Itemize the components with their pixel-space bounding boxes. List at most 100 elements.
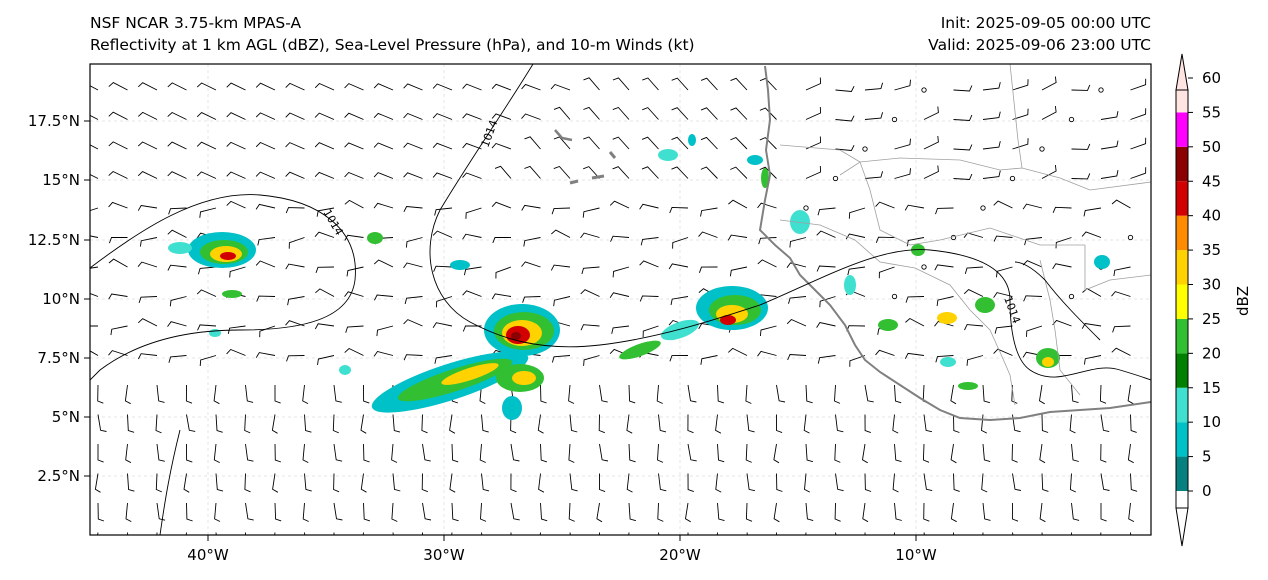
wind-barb	[138, 296, 158, 304]
wind-barb	[804, 473, 811, 493]
wind-barb	[581, 266, 600, 275]
wind-barb	[492, 236, 512, 244]
colorbar-tick-15: 15	[1202, 379, 1221, 397]
wind-barb	[462, 325, 482, 332]
lat-tick-10: 10°N	[42, 290, 80, 308]
colorbar-extend-low	[1175, 507, 1189, 547]
lon-tick-10w: 10°W	[895, 546, 937, 564]
wind-barb	[1082, 288, 1102, 297]
wind-barb	[363, 384, 370, 404]
wind-barb	[108, 170, 128, 179]
wind-barb	[1071, 84, 1091, 91]
wind-barb	[658, 473, 667, 492]
wind-barb	[1071, 173, 1091, 180]
wind-barb	[127, 414, 135, 433]
refl-north-cell-6	[367, 232, 383, 244]
wind-barb	[700, 107, 718, 120]
wind-barb	[494, 165, 512, 179]
wind-barb	[982, 111, 1001, 120]
wind-barb	[110, 325, 128, 336]
wind-barb	[596, 502, 603, 523]
wind-barb	[274, 385, 281, 404]
wind-barb	[776, 384, 786, 403]
wind-barb	[302, 502, 309, 522]
wind-barb	[521, 113, 541, 120]
wind-barb	[213, 384, 220, 405]
wind-barb	[641, 166, 659, 179]
wind-barb	[449, 473, 456, 493]
wind-barb	[403, 206, 423, 213]
wind-barb	[462, 290, 482, 297]
refl-africa-9	[844, 275, 856, 295]
wind-barb	[521, 83, 541, 91]
border-mauritania	[859, 161, 911, 246]
wind-barb	[167, 111, 187, 120]
wind-barb	[435, 296, 453, 308]
wind-barb	[403, 112, 423, 120]
wind-barb	[817, 355, 836, 364]
wind-barb	[167, 141, 187, 150]
wind-barb	[1071, 384, 1079, 404]
wind-barb	[642, 77, 659, 91]
wind-barb	[835, 85, 855, 92]
wind-barb	[226, 200, 246, 209]
refl-band-south	[502, 396, 522, 420]
wind-barb	[1071, 443, 1079, 462]
wind-barb	[462, 142, 482, 150]
wind-barb	[609, 200, 630, 209]
wind-barb	[255, 141, 276, 150]
wind-barb	[333, 502, 343, 521]
wind-barb	[540, 502, 548, 522]
lat-tick-17-5: 17.5°N	[28, 112, 80, 130]
wind-barb	[553, 106, 571, 120]
wind-barb	[196, 171, 217, 179]
wind-barb	[1041, 76, 1057, 91]
wind-barb	[314, 112, 335, 120]
wind-barb	[479, 443, 486, 463]
wind-barb	[773, 443, 780, 464]
wind-barb	[982, 384, 991, 404]
wind-barb	[302, 443, 309, 464]
wind-barb	[522, 296, 541, 303]
wind-barb	[1113, 266, 1131, 277]
wind-barb	[717, 384, 725, 404]
colorbar-segment-55	[1176, 90, 1188, 113]
wind-barb	[285, 142, 305, 150]
wind-barb	[657, 443, 664, 463]
refl-africa-3	[975, 297, 995, 313]
wind-barb	[462, 83, 482, 91]
wind-barb	[904, 204, 925, 211]
wind-barb	[344, 83, 364, 91]
wind-barb	[462, 172, 482, 179]
wind-barb	[1100, 111, 1119, 120]
colorbar-segment-25	[1176, 284, 1188, 319]
wind-barb	[1071, 502, 1080, 521]
refl-africa-1	[878, 319, 898, 331]
wind-barb	[108, 237, 128, 244]
wind-barb	[934, 264, 954, 271]
wind-barb	[462, 233, 482, 240]
wind-barb	[360, 414, 367, 434]
wind-barb	[964, 266, 984, 275]
wind-barb	[993, 348, 1013, 356]
wind-barb	[966, 355, 984, 366]
wind-barb	[403, 262, 423, 269]
wind-barb	[745, 384, 752, 404]
lon-ticks	[207, 535, 917, 541]
colorbar-frame	[1175, 89, 1189, 509]
wind-barb	[304, 414, 312, 433]
wind-barb-calm	[862, 146, 868, 152]
wind-barb	[878, 266, 895, 279]
wind-barb	[894, 502, 902, 521]
wind-barb	[196, 289, 217, 297]
wind-barb	[255, 112, 276, 120]
wind-barb	[805, 106, 822, 120]
wind-barb	[199, 355, 217, 367]
wind-barb	[805, 384, 813, 404]
wind-barb	[759, 77, 777, 91]
wind-barb	[495, 266, 512, 279]
wind-barb	[1130, 78, 1147, 91]
wind-barb	[568, 502, 575, 522]
wind-barb	[432, 230, 453, 238]
wind-barb	[255, 82, 276, 91]
